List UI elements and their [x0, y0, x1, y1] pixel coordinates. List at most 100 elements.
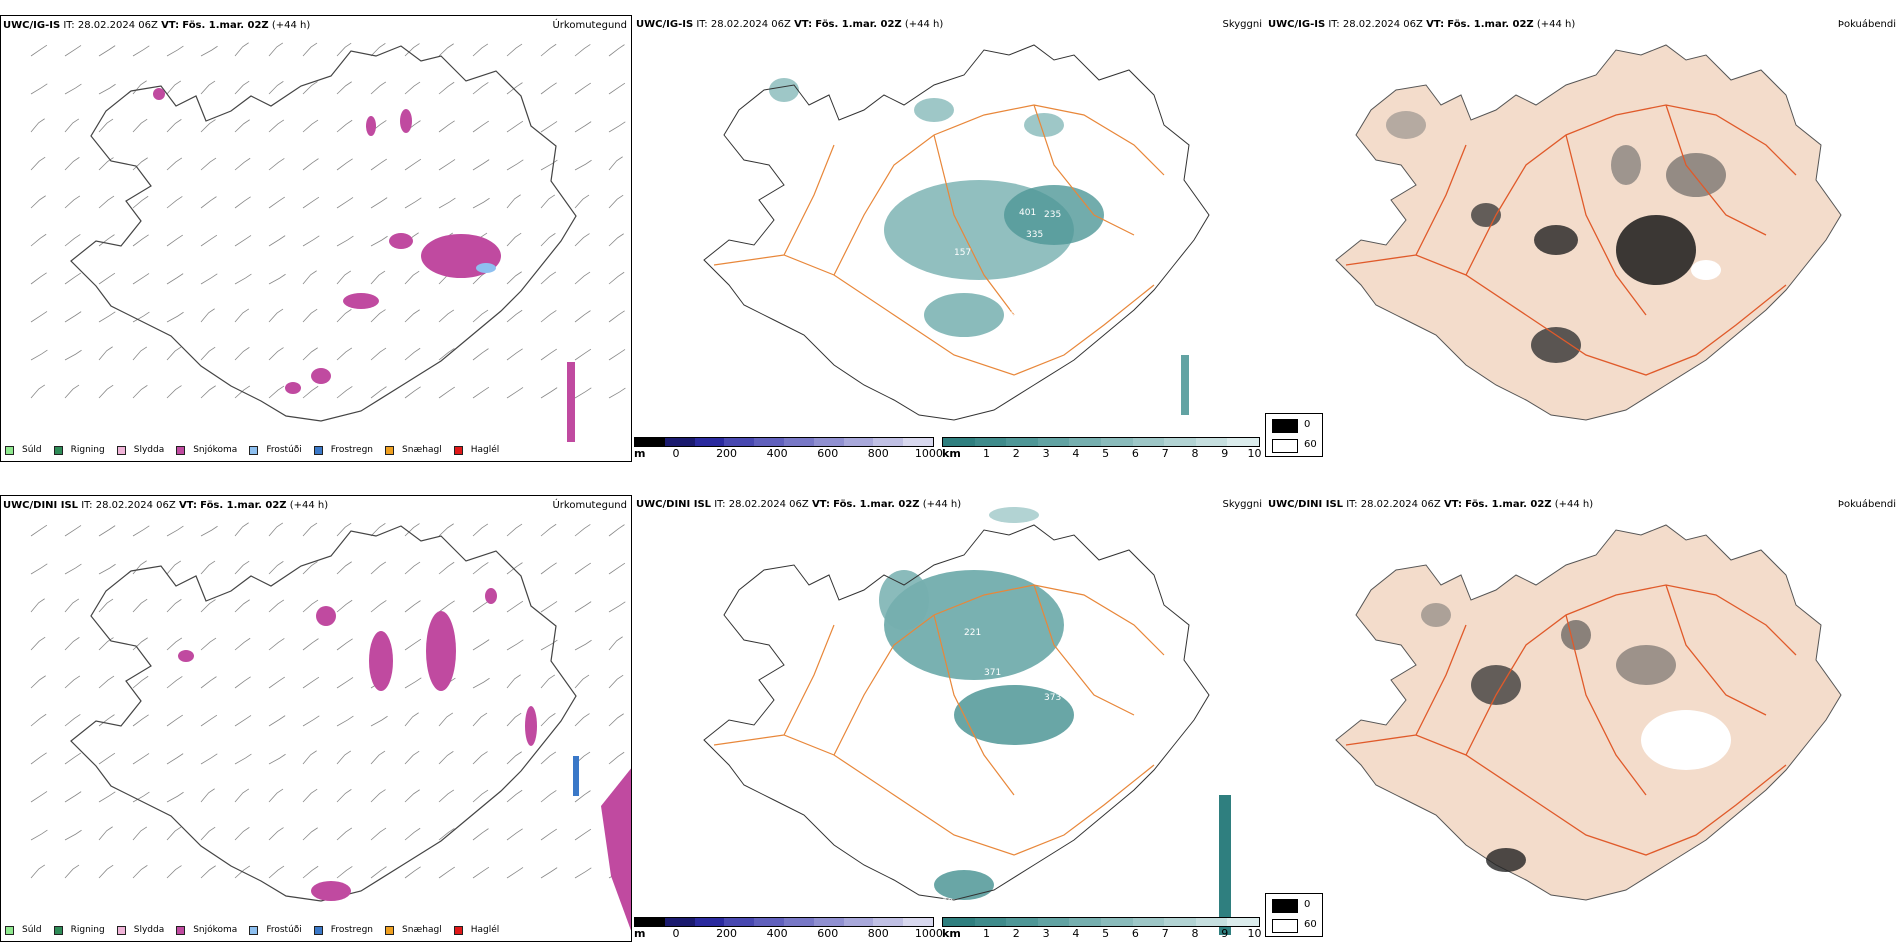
wind-barb — [404, 197, 422, 209]
wind-barb — [234, 827, 250, 841]
wind-barb — [132, 157, 148, 171]
ceiling-label: 371 — [984, 668, 1001, 678]
ceiling-label: 171 — [1009, 308, 1026, 318]
wind-barb — [200, 80, 216, 95]
wind-barb — [608, 751, 625, 765]
wind-barb — [200, 788, 215, 803]
wind-barb — [438, 561, 455, 575]
wind-barb — [268, 638, 285, 651]
wind-barb — [404, 270, 420, 285]
wind-barb — [370, 600, 387, 613]
colorbar-segment — [664, 918, 695, 926]
colorbar-tick: 10 — [1247, 927, 1262, 940]
wind-barb — [132, 45, 150, 57]
wind-barb — [540, 639, 558, 651]
legend-swatch — [53, 925, 63, 935]
colorbar-tick: 1 — [983, 447, 991, 460]
wind-barb — [472, 523, 489, 537]
wind-barb — [302, 522, 318, 537]
fog-title-2: Þokuábendi — [1837, 499, 1896, 510]
wind-barb — [302, 235, 320, 247]
wind-barb — [268, 81, 284, 95]
fog-legend-row1: 0 60 — [1265, 413, 1323, 457]
legend-item: Súld — [5, 925, 42, 935]
legend-label: Rigning — [70, 445, 105, 455]
wind-barb — [336, 522, 352, 537]
wind-barb — [336, 866, 353, 879]
snowfall-areas — [153, 88, 575, 442]
legend-swatch — [453, 445, 463, 455]
wind-barb — [98, 346, 113, 361]
colorbar-tick: 4 — [1072, 447, 1080, 460]
wind-barb — [132, 385, 148, 399]
wind-barb — [472, 712, 488, 727]
wind-barb — [506, 523, 523, 537]
wind-barb — [404, 638, 422, 651]
wind-barb — [30, 864, 46, 879]
wind-barb — [64, 234, 81, 247]
wind-barb — [98, 118, 114, 133]
precip-map-1 — [30, 42, 626, 442]
wind-barb — [132, 195, 149, 209]
wind-barb — [438, 712, 454, 727]
wind-barb — [574, 194, 590, 209]
colorbar-segment — [1037, 438, 1070, 446]
legend-swatch — [116, 925, 126, 935]
colorbar-segment — [873, 438, 904, 446]
wind-barb — [608, 524, 625, 537]
colorbar-segment — [1069, 918, 1101, 926]
wind-barb — [268, 308, 284, 323]
wind-barb — [166, 714, 183, 727]
wind-barb — [404, 309, 420, 323]
colorbar-segment — [754, 918, 784, 926]
legend-item: Snæhagl — [385, 925, 442, 935]
wind-barb — [506, 309, 523, 323]
wind-barb — [404, 561, 421, 575]
colorbar-segment — [1164, 918, 1196, 926]
colorbar-segment — [1100, 918, 1133, 926]
legend-label: Slydda — [133, 445, 165, 455]
wind-barb — [336, 715, 354, 727]
wind-barb — [608, 233, 624, 247]
wind-barb — [30, 349, 48, 361]
wind-barb — [336, 677, 354, 689]
wind-barb — [370, 827, 387, 841]
wind-barb — [234, 235, 252, 247]
wind-barb — [472, 120, 489, 133]
wind-barb — [540, 562, 557, 575]
wind-barb — [166, 346, 182, 361]
wind-barb — [200, 385, 216, 399]
wind-barb — [64, 384, 80, 399]
legend-item: Frostúði — [249, 925, 302, 935]
legend-swatch — [53, 445, 63, 455]
wind-barbs — [30, 42, 626, 399]
wind-barb — [64, 272, 81, 285]
legend-swatch — [5, 925, 14, 935]
wind-barb — [64, 752, 81, 765]
wind-barb — [472, 43, 489, 57]
wind-barb — [30, 156, 46, 171]
wind-barb — [132, 865, 148, 879]
colorbar-segment — [1227, 918, 1259, 926]
wind-barb — [64, 864, 80, 879]
wind-barb — [574, 674, 590, 689]
wind-barb — [166, 599, 182, 613]
wind-barb — [98, 675, 115, 689]
wind-barb — [608, 271, 625, 285]
wind-barb — [98, 195, 115, 209]
wind-barb — [132, 637, 148, 651]
wind-barb — [132, 791, 150, 803]
precip-legend-row2: Súld Rigning Slydda Snjókoma Frostúði Frostre… — [5, 925, 511, 935]
wind-barb — [98, 83, 116, 95]
wind-barb — [200, 676, 217, 689]
wind-barb — [574, 639, 592, 651]
legend-item: Haglél — [453, 445, 499, 455]
legend-label: Slydda — [133, 925, 165, 935]
wind-barb — [200, 45, 218, 57]
wind-barb — [472, 159, 490, 171]
wind-barb — [166, 560, 182, 575]
colorbar-tick: 2 — [1012, 447, 1020, 460]
legend-label: Snæhagl — [402, 925, 442, 935]
wind-barb — [438, 159, 456, 171]
